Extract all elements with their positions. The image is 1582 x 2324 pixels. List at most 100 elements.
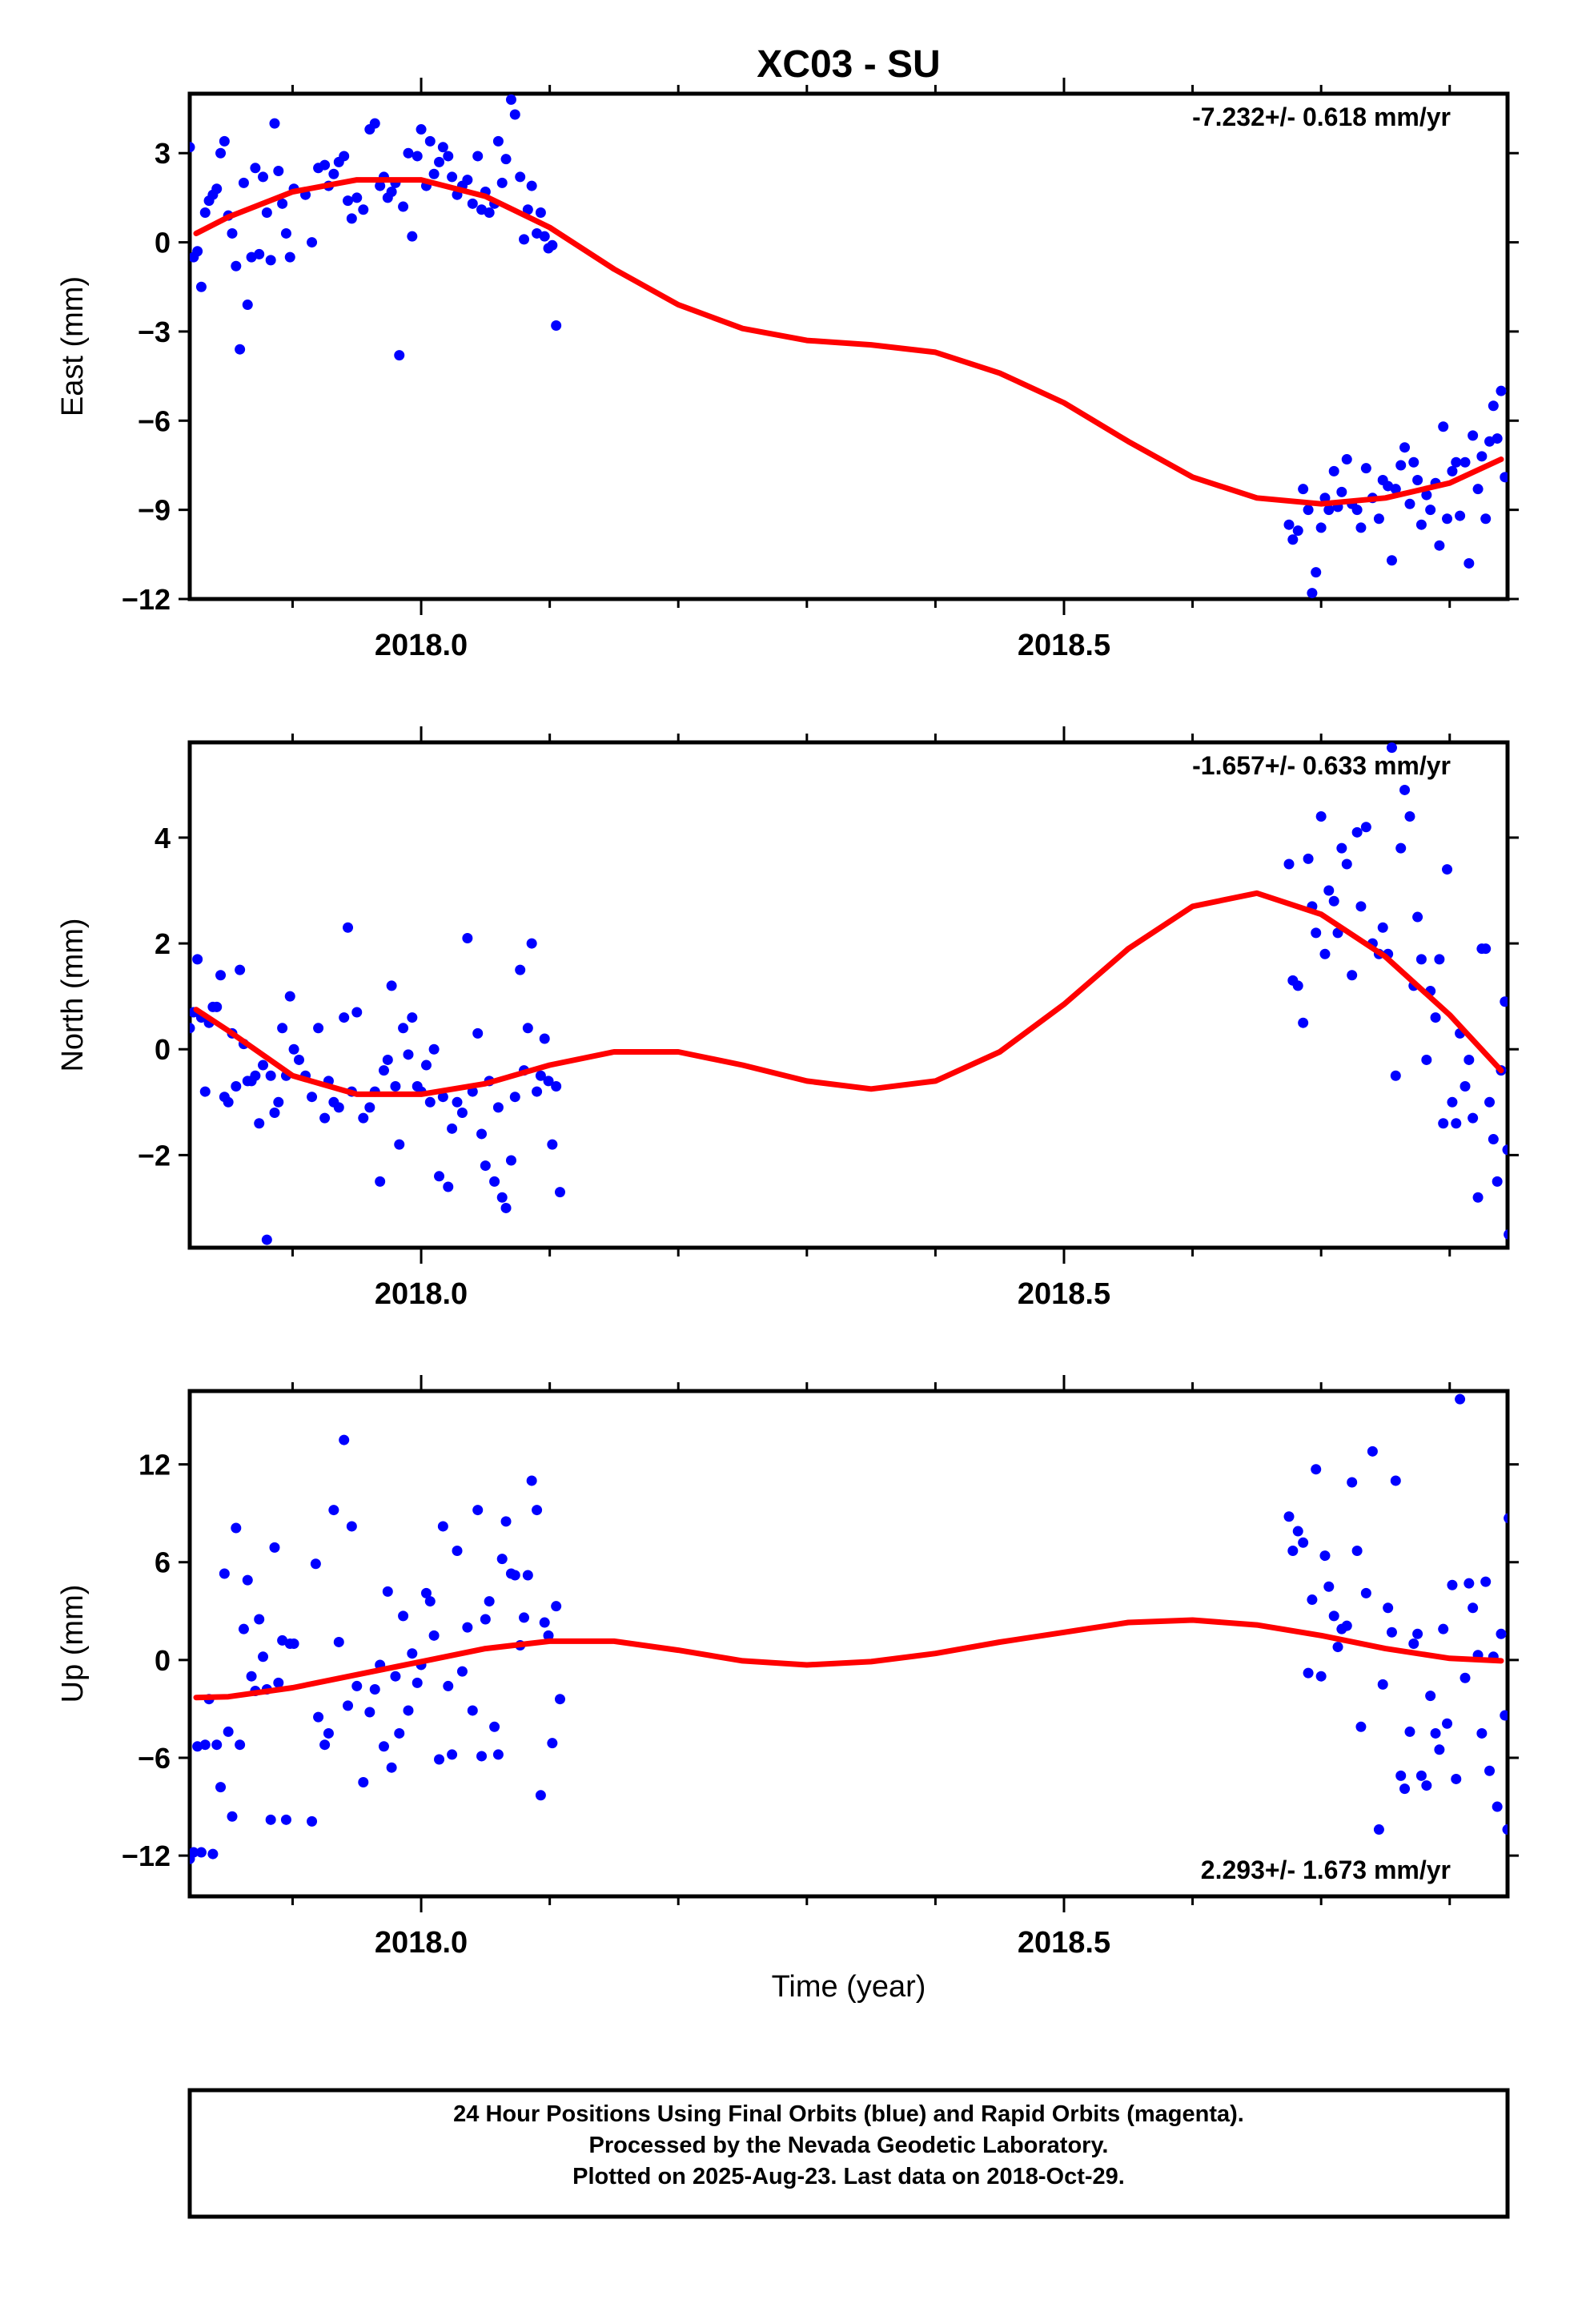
east-data-point xyxy=(515,171,526,183)
north-data-point xyxy=(1502,1144,1508,1156)
east-data-point xyxy=(307,237,318,248)
up-data-point xyxy=(394,1727,405,1739)
east-data-point xyxy=(238,177,249,188)
east-data-point xyxy=(1500,472,1508,483)
north-data-point xyxy=(539,1033,550,1044)
north-data-point xyxy=(1442,864,1453,875)
up-data-point xyxy=(1484,1765,1496,1776)
east-data-point xyxy=(1455,510,1466,521)
up-y-tick-label: 6 xyxy=(155,1546,171,1579)
up-data-point xyxy=(1492,1801,1503,1812)
footer-box xyxy=(187,2088,1510,2219)
up-data-point xyxy=(223,1726,234,1737)
north-data-point xyxy=(1500,996,1508,1007)
up-data-point xyxy=(231,1522,242,1534)
up-y-tick-label: 0 xyxy=(155,1644,171,1677)
east-x-tick-label: 2018.5 xyxy=(1018,629,1110,662)
east-data-point xyxy=(1438,421,1449,432)
north-data-point xyxy=(1311,927,1322,939)
up-data-point xyxy=(1315,1671,1327,1682)
up-data-point xyxy=(280,1814,291,1825)
up-data-point xyxy=(509,1570,520,1581)
north-data-point xyxy=(547,1139,558,1150)
east-data-point xyxy=(394,350,405,361)
north-data-point xyxy=(1377,922,1388,933)
north-data-point xyxy=(1434,954,1445,965)
up-data-point xyxy=(467,1705,478,1716)
up-data-point xyxy=(254,1614,265,1625)
up-data-point xyxy=(1341,1620,1352,1631)
north-data-point xyxy=(1484,1096,1496,1108)
east-data-point xyxy=(369,118,380,129)
north-data-point xyxy=(199,1086,211,1097)
up-data-point xyxy=(456,1666,468,1677)
up-data-point xyxy=(476,1751,488,1762)
up-data-point xyxy=(235,1739,246,1751)
east-data-point xyxy=(412,151,423,162)
up-data-point xyxy=(351,1680,363,1691)
east-data-point xyxy=(1341,454,1352,465)
up-data-point xyxy=(492,1749,504,1760)
east-data-point xyxy=(1283,519,1295,530)
up-data-point xyxy=(313,1711,324,1723)
north-data-point xyxy=(1328,895,1339,907)
up-data-point xyxy=(1460,1672,1471,1683)
up-data-point xyxy=(343,1700,354,1711)
east-data-point xyxy=(535,207,546,218)
north-data-point xyxy=(505,1155,516,1166)
up-data-point xyxy=(1386,1626,1397,1638)
east-data-point xyxy=(227,227,238,239)
north-data-point xyxy=(1430,1012,1441,1023)
up-data-point xyxy=(526,1475,537,1486)
north-data-point xyxy=(522,1023,533,1034)
north-data-point xyxy=(1399,784,1411,795)
up-y-tick-label: −12 xyxy=(122,1839,171,1872)
up-data-point xyxy=(1500,1710,1508,1721)
north-data-point xyxy=(1390,1070,1401,1081)
up-data-point xyxy=(215,1782,227,1793)
east-data-point xyxy=(1460,456,1471,468)
up-y-tick-label: 12 xyxy=(139,1449,171,1482)
east-y-tick-label: −3 xyxy=(138,316,171,348)
east-data-point xyxy=(215,147,227,159)
north-data-point xyxy=(190,1023,195,1034)
north-data-point xyxy=(447,1123,458,1134)
east-data-point xyxy=(416,124,427,135)
north-data-point xyxy=(339,1012,350,1023)
north-data-point xyxy=(403,1049,414,1060)
east-data-point xyxy=(1415,519,1427,530)
east-data-point xyxy=(472,151,484,162)
east-data-point xyxy=(1425,505,1436,516)
up-data-point xyxy=(227,1811,238,1822)
up-data-point xyxy=(1399,1783,1411,1795)
east-data-point xyxy=(346,213,357,224)
north-data-point xyxy=(1451,1118,1462,1129)
east-data-point xyxy=(1480,513,1492,525)
east-data-point xyxy=(199,207,211,218)
up-data-point xyxy=(1367,1445,1378,1457)
east-data-point xyxy=(1451,456,1462,468)
x-axis-label: Time (year) xyxy=(772,1970,926,2004)
north-data-point xyxy=(1303,853,1314,864)
up-data-point xyxy=(1455,1393,1466,1405)
up-data-point xyxy=(539,1617,550,1628)
east-data-point xyxy=(500,154,512,165)
north-data-point xyxy=(269,1108,280,1119)
north-data-point xyxy=(407,1012,418,1023)
north-data-point xyxy=(307,1092,318,1103)
east-data-point xyxy=(1434,540,1445,551)
up-data-point xyxy=(1408,1638,1419,1649)
up-data-point xyxy=(269,1542,280,1553)
north-data-point xyxy=(386,980,397,991)
north-data-point xyxy=(1480,943,1492,955)
up-data-point xyxy=(472,1505,484,1516)
east-data-point xyxy=(1442,513,1453,525)
east-data-point xyxy=(407,231,418,242)
up-y-tick-label: −6 xyxy=(138,1742,171,1775)
east-y-axis-label: East (mm) xyxy=(56,276,90,416)
east-data-point xyxy=(398,201,409,212)
north-data-point xyxy=(472,1027,484,1039)
up-data-point xyxy=(1298,1537,1309,1548)
